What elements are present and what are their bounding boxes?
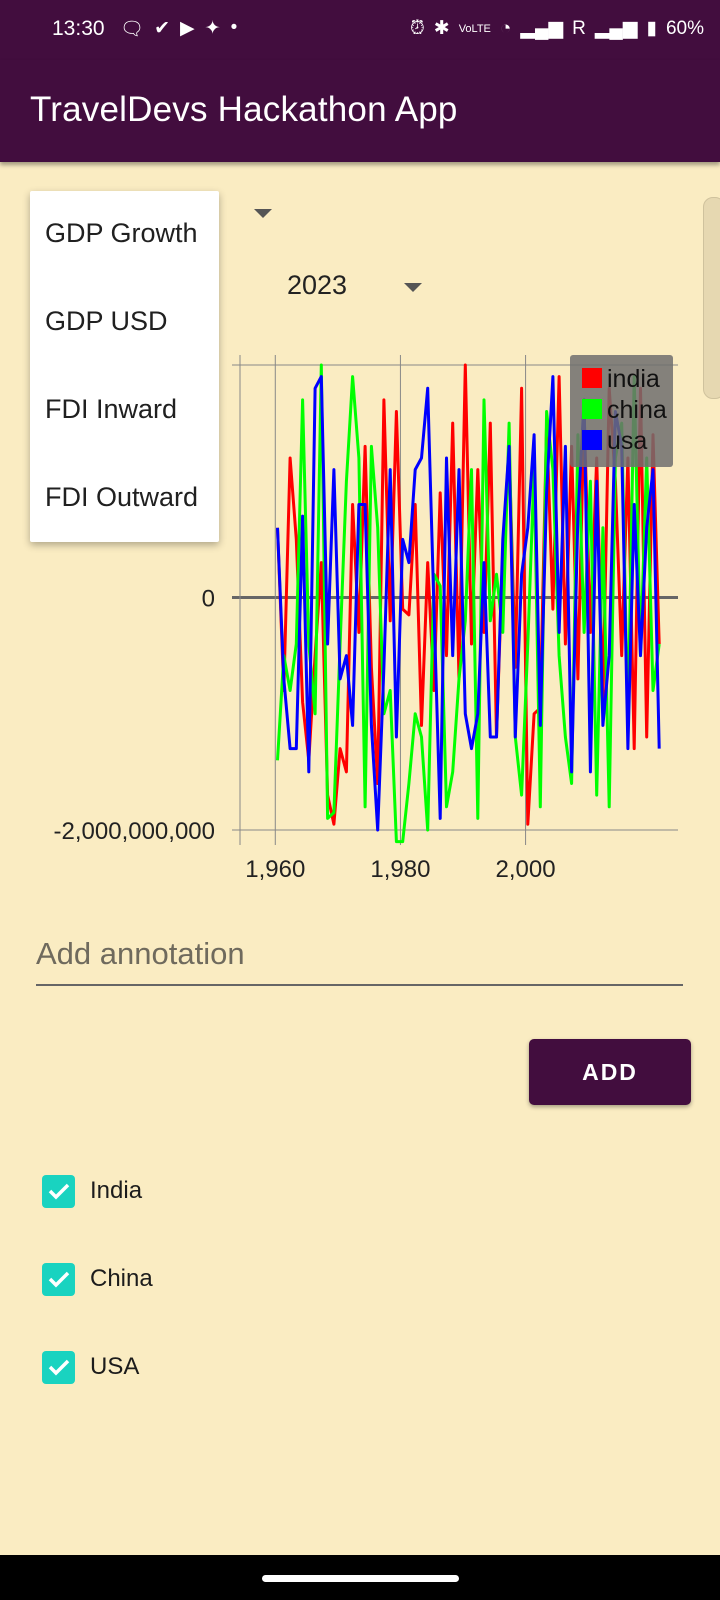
status-bar: 13:30 🗨︎ ✔ ▶ ✦ • ⏰︎ ✱ VoLTE ◔ ▂▄▆ R ▂▄▆ …: [0, 0, 720, 60]
notification-icons: 🗨︎ ✔ ▶ ✦ •: [120, 17, 237, 41]
menu-item-gdp-usd[interactable]: GDP USD: [45, 306, 168, 336]
app-notification-icon: ✦: [204, 18, 221, 39]
gdp-line-chart: 0 -2,000,000,000 1,960 1,980 2,000 india chin…: [54, 355, 678, 884]
roaming-label: R: [572, 17, 586, 39]
checkbox-checked-icon[interactable]: [42, 1262, 75, 1296]
volte-icon: VoLTE: [458, 22, 491, 35]
bluetooth-icon: ✱: [433, 18, 450, 39]
battery-percent: 60%: [665, 17, 704, 39]
legend-swatch-india: [582, 368, 602, 388]
signal-2-icon: ▂▄▆: [594, 18, 638, 39]
year-dropdown-chevron-icon[interactable]: [404, 283, 422, 292]
y-tick-label: 0: [202, 586, 215, 613]
chart-legend: india china usa: [570, 355, 673, 467]
alarm-icon: ⏰︎: [409, 17, 425, 39]
series-line-china: [276, 363, 661, 844]
scrollbar-thumb[interactable]: [703, 197, 720, 399]
chat-icon: 🗨︎: [120, 19, 145, 40]
youtube-icon: ▶: [180, 18, 195, 39]
system-icons: ⏰︎ ✱ VoLTE ◔ ▂▄▆ R ▂▄▆ ▮ 60%: [410, 17, 704, 40]
checkbox-checked-icon[interactable]: [42, 1174, 75, 1208]
home-gesture-handle[interactable]: [262, 1575, 459, 1582]
x-tick-label: 1,960: [245, 856, 305, 883]
checkbox-checked-icon[interactable]: [42, 1350, 75, 1384]
menu-item-fdi-inward[interactable]: FDI Inward: [45, 394, 178, 424]
checkbox-label: India: [90, 1177, 143, 1204]
chart-ticks: 0 -2,000,000,000 1,960 1,980 2,000: [54, 586, 556, 884]
annotation-input[interactable]: [36, 936, 683, 972]
legend-swatch-usa: [582, 430, 602, 450]
menu-item-fdi-outward[interactable]: FDI Outward: [45, 482, 199, 512]
legend-label-india: india: [607, 365, 660, 393]
wifi-icon: ◔: [499, 17, 512, 39]
checkbox-india[interactable]: India: [42, 1174, 142, 1208]
battery-icon: ▮: [646, 18, 657, 39]
checkbox-label: China: [90, 1265, 153, 1292]
annotation-field: [36, 936, 683, 986]
checkbox-usa[interactable]: USA: [42, 1350, 139, 1384]
add-button[interactable]: ADD: [529, 1039, 691, 1105]
status-time: 13:30: [52, 17, 105, 40]
metric-dropdown-chevron-icon[interactable]: [254, 209, 272, 218]
app-title: TravelDevs Hackathon App: [30, 90, 458, 129]
checkbox-china[interactable]: China: [42, 1262, 153, 1296]
more-notifications-dot-icon: •: [230, 17, 238, 38]
y-tick-label: -2,000,000,000: [54, 818, 215, 845]
x-tick-label: 1,980: [370, 856, 430, 883]
task-check-icon: ✔: [154, 18, 171, 39]
legend-label-china: china: [607, 396, 667, 424]
year-dropdown-value[interactable]: 2023: [287, 270, 348, 300]
x-tick-label: 2,000: [496, 856, 556, 883]
checkbox-label: USA: [90, 1353, 140, 1380]
signal-icon: ▂▄▆: [520, 18, 564, 39]
chart-series: [276, 363, 661, 844]
legend-label-usa: usa: [607, 427, 647, 455]
legend-swatch-china: [582, 399, 602, 419]
metric-dropdown-menu: GDP Growth GDP USD FDI Inward FDI Outwar…: [30, 191, 219, 542]
app-bar: TravelDevs Hackathon App: [0, 60, 720, 162]
menu-item-gdp-growth[interactable]: GDP Growth: [45, 218, 198, 248]
series-line-usa: [276, 375, 661, 832]
